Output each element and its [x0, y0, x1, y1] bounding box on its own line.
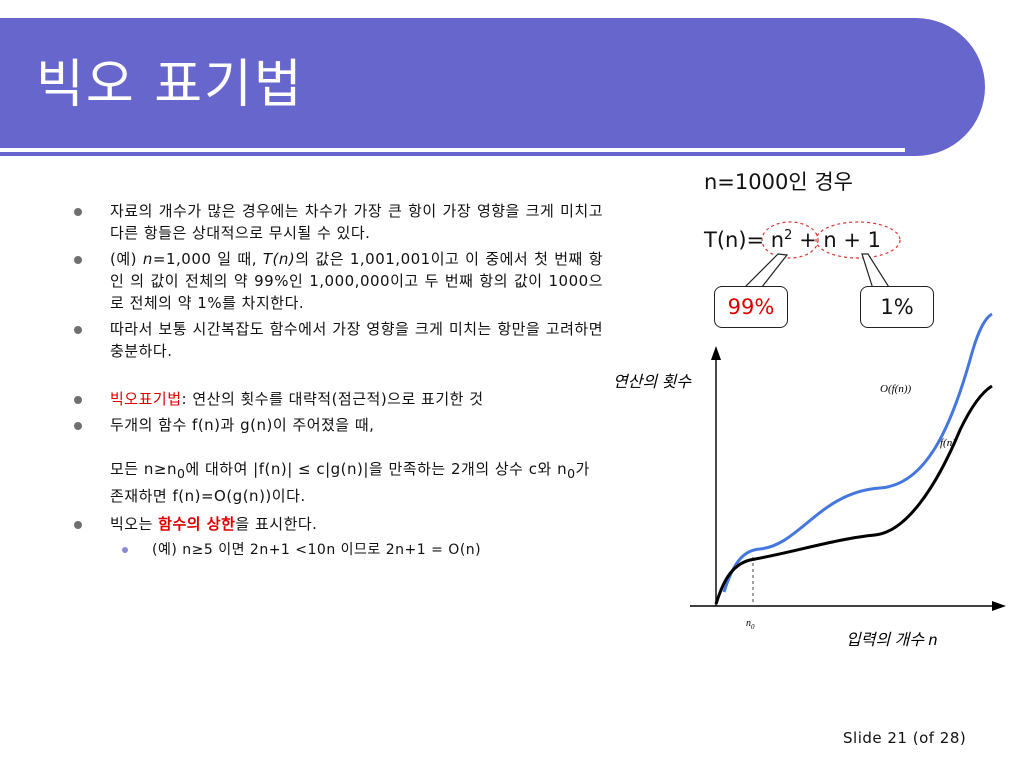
bullet-text: 을 표시한다.	[235, 515, 318, 533]
sub-bullet-item: (예) n≥5 이면 2n+1 <10n 이므로 2n+1 = O(n)	[68, 539, 603, 561]
callout-1-percent: 1%	[860, 286, 934, 328]
bullet-item: (예) n=1,000 일 때, T(n)의 값은 1,001,001이고 이 …	[68, 248, 603, 314]
slide-counter: Slide 21 (of 28)	[843, 729, 967, 747]
n-squared-highlight	[761, 221, 819, 259]
sub-bullet-text: (예) n≥5 이면 2n+1 <10n 이므로 2n+1 = O(n)	[152, 542, 482, 558]
y-axis-arrow-icon	[711, 346, 721, 360]
callout-99-percent: 99%	[714, 286, 788, 328]
variable-n: n	[142, 250, 153, 268]
bullet-dot-icon	[74, 208, 82, 216]
formula: T(n)= n2 + n + 1	[704, 228, 881, 252]
bullet-text: 자료의 개수가 많은 경우에는 차수가 가장 큰 항이 가장 영향을 크게 미치…	[110, 202, 603, 242]
slide-title: 빅오 표기법	[36, 55, 304, 115]
sub-bullet-dot-icon	[122, 547, 128, 553]
case-heading: n=1000인 경우	[704, 170, 853, 194]
bullet-item: 따라서 보통 시간복잡도 함수에서 가장 영향을 크게 미치는 항만을 고려하면…	[68, 318, 603, 362]
function-curve	[714, 384, 993, 605]
function-tn: T(n)	[262, 250, 296, 268]
x-axis-label: 입력의 개수 n	[846, 631, 937, 649]
title-underline	[0, 148, 905, 152]
bullet-text: (예)	[110, 250, 143, 268]
y-axis-label: 연산의 횟수	[613, 373, 692, 391]
highlight-term: 함수의 상한	[158, 515, 236, 533]
bullet-list: 자료의 개수가 많은 경우에는 차수가 가장 큰 항이 가장 영향을 크게 미치…	[68, 200, 603, 565]
bullet-dot-icon	[74, 521, 82, 529]
bullet-text: 따라서 보통 시간복잡도 함수에서 가장 영향을 크게 미치는 항만을 고려하면…	[110, 320, 603, 360]
bullet-item: 빅오표기법: 연산의 횟수를 대략적(점근적)으로 표기한 것	[68, 388, 603, 410]
bullet-text: 두개의 함수 f(n)과 g(n)이 주어졌을 때,	[110, 416, 375, 434]
bullet-text: 빅오는	[110, 515, 159, 533]
lower-curve-label: f(n)	[940, 437, 956, 449]
bullet-item: 빅오는 함수의 상한을 표시한다.	[68, 513, 603, 535]
bullet-text: =1,000 일 때,	[152, 250, 263, 268]
n0-tick-label: n0	[746, 618, 755, 631]
bullet-dot-icon	[74, 422, 82, 430]
bullet-text: : 연산의 횟수를 대략적(점근적)으로 표기한 것	[181, 390, 484, 408]
highlight-term: 빅오표기법	[110, 390, 182, 408]
bullet-dot-icon	[74, 396, 82, 404]
bullet-text: 의 값은 1,001,001이고 이 중에서 첫 번째 항인 의 값이 전체의 …	[110, 250, 603, 312]
bullet-item: 자료의 개수가 많은 경우에는 차수가 가장 큰 항이 가장 영향을 크게 미치…	[68, 200, 603, 244]
bullet-dot-icon	[74, 326, 82, 334]
upper-bound-curve	[722, 312, 993, 593]
definition-text: 모든 n≥n0에 대하여 |f(n)| ≤ c|g(n)|을 만족하는 2개의 …	[110, 460, 590, 505]
upper-curve-label: O(f(n))	[880, 383, 911, 395]
lower-terms-highlight	[815, 221, 901, 259]
x-axis-arrow-icon	[992, 601, 1006, 611]
bullet-item: 두개의 함수 f(n)과 g(n)이 주어졌을 때,	[68, 414, 603, 436]
title-bar	[0, 18, 985, 156]
bullet-dot-icon	[74, 256, 82, 264]
